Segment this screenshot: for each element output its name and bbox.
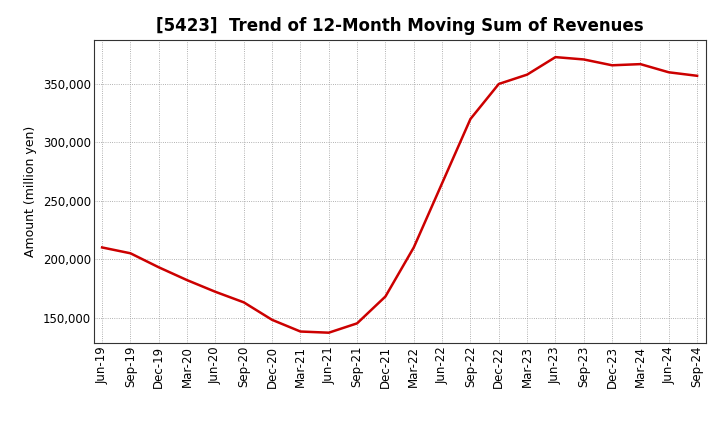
Y-axis label: Amount (million yen): Amount (million yen) bbox=[24, 126, 37, 257]
Title: [5423]  Trend of 12-Month Moving Sum of Revenues: [5423] Trend of 12-Month Moving Sum of R… bbox=[156, 17, 644, 35]
